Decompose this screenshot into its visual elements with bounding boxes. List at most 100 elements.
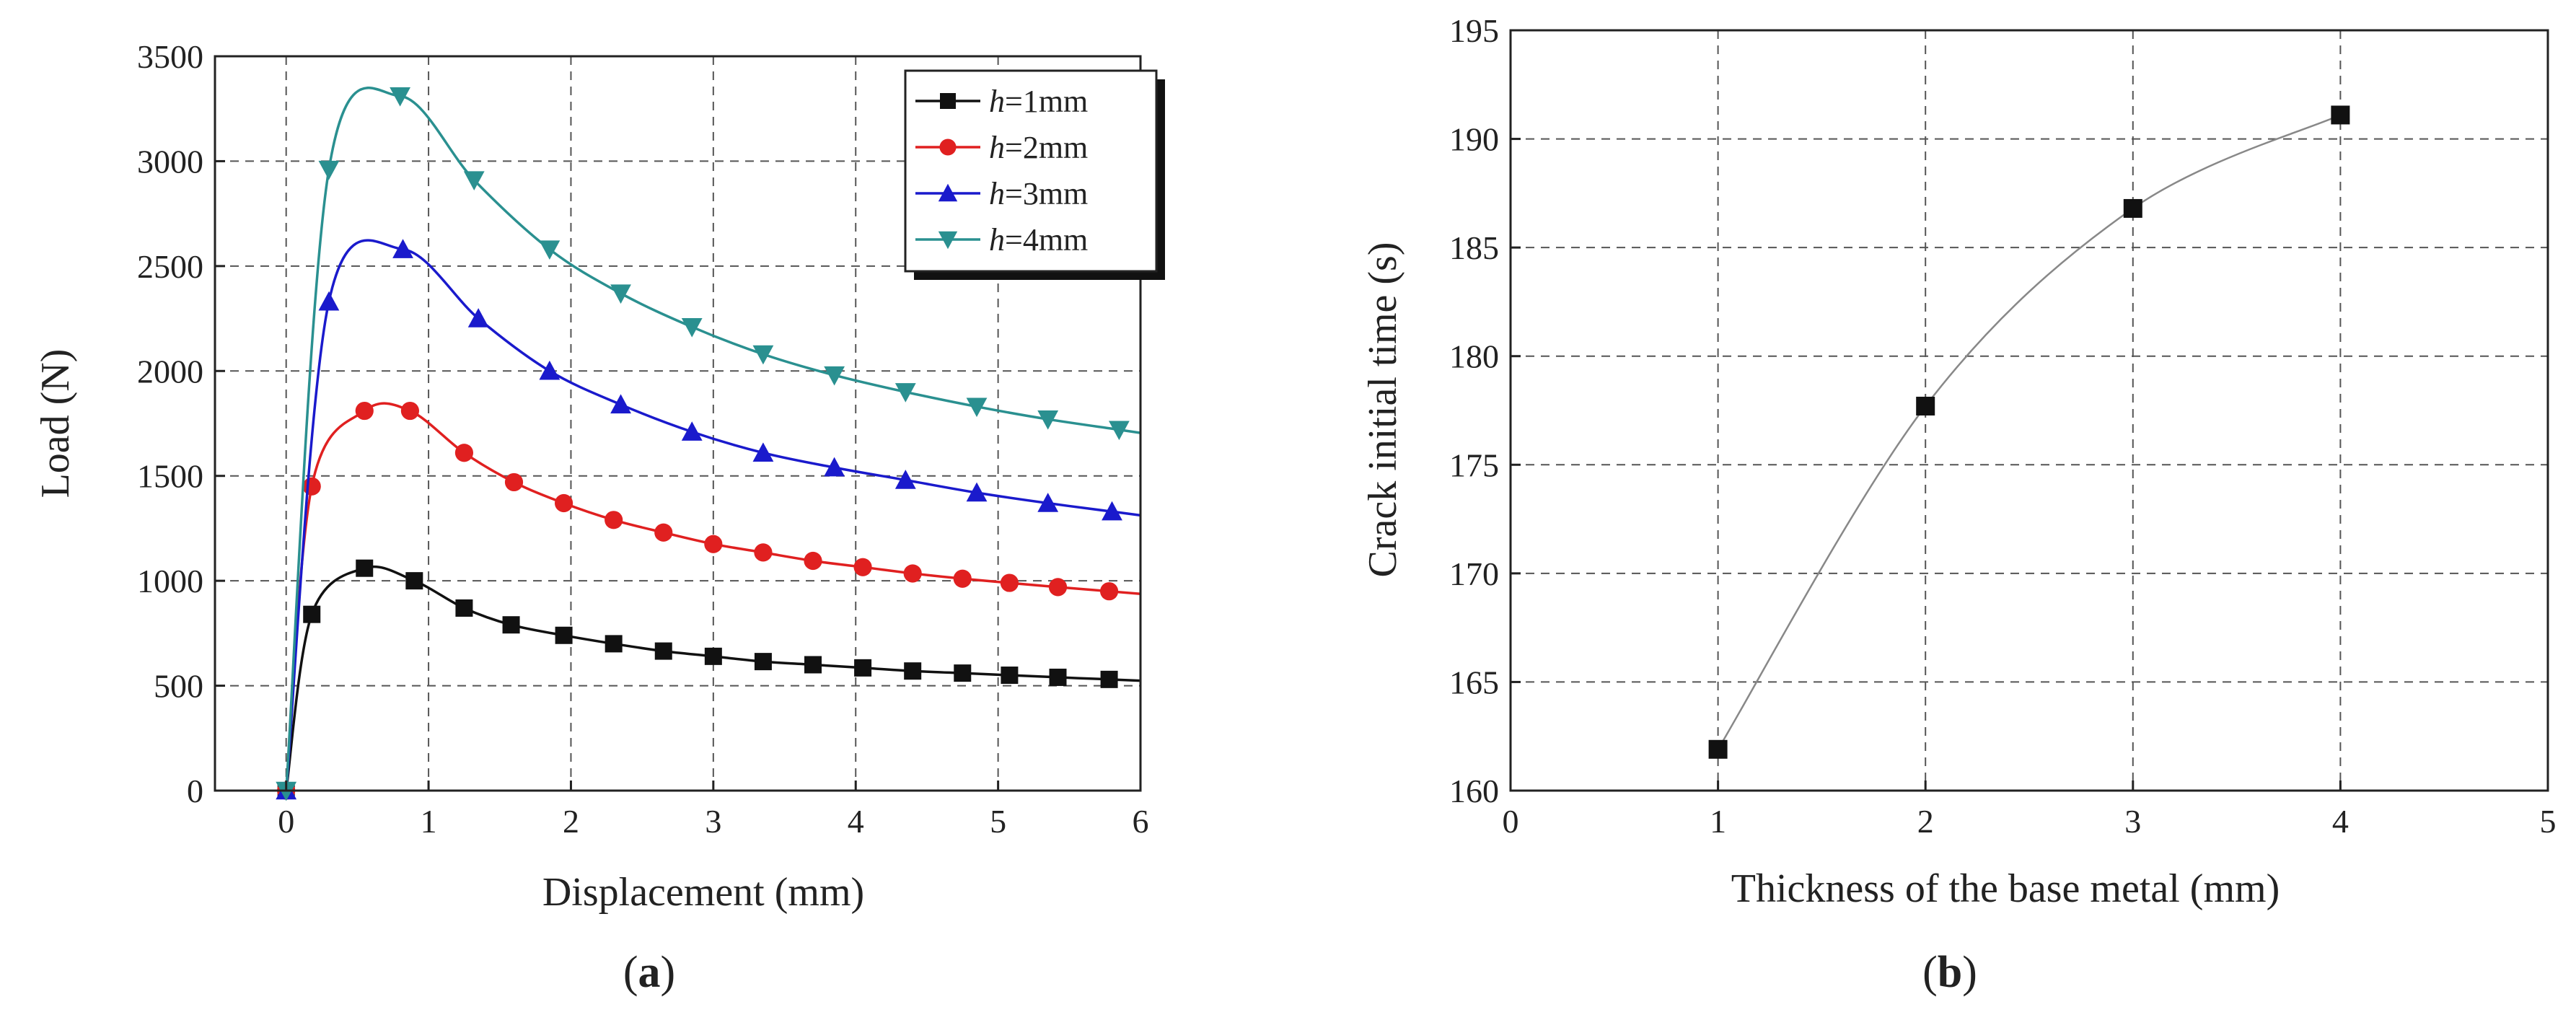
legend-marker-1: [939, 139, 957, 156]
a-series-2-point: [752, 442, 774, 462]
chart-b-xlabel: Thickness of the base metal (mm): [1731, 866, 2280, 911]
legend-label-rest: =1mm: [1005, 84, 1088, 119]
legend-label-2: h=3mm: [989, 176, 1088, 211]
b-xtick-label: 1: [1710, 803, 1726, 840]
a-series-1-point: [1000, 573, 1019, 592]
b-ytick-label: 185: [1449, 229, 1499, 266]
a-series-3-point: [610, 284, 631, 304]
b-series-0-line: [1717, 114, 2341, 750]
a-xtick-label: 2: [563, 803, 579, 840]
a-series-1-point: [654, 523, 673, 542]
a-series-3-point: [681, 317, 703, 338]
a-series-2-point: [1037, 493, 1059, 512]
a-ytick-label: 1000: [137, 563, 203, 599]
panel-b-label-close: ): [1962, 948, 1977, 997]
a-series-1-point: [605, 511, 623, 529]
legend-marker-0: [940, 93, 956, 109]
a-series-1-point: [1099, 582, 1119, 601]
panel-b-label-letter: b: [1938, 948, 1962, 997]
chart-a-ylabel: Load (N): [33, 349, 78, 498]
a-ytick-label: 2500: [137, 248, 203, 285]
b-xtick-label: 3: [2124, 803, 2141, 840]
a-series-0-point: [455, 599, 473, 617]
legend-marker-2: [938, 183, 958, 202]
a-ytick-label: 3500: [137, 38, 203, 75]
b-series-0-point: [2123, 198, 2142, 218]
chart-a-ticks: 0 1 2 3 4 5 6 0 500 1000 1500 2000 2500 3000 3500: [137, 38, 1149, 840]
a-series-0-point: [804, 656, 822, 674]
a-xtick-label: 1: [421, 803, 437, 840]
a-ytick-label: 0: [187, 773, 203, 809]
panel-a-label-open: (: [623, 948, 638, 997]
a-series-2-point: [318, 291, 340, 311]
a-series-2-point: [681, 421, 703, 441]
a-series-0-point: [854, 659, 872, 677]
panel-b-label-open: (: [1922, 948, 1938, 997]
panel-a-label-close: ): [661, 948, 676, 997]
a-series-3-point: [752, 345, 774, 365]
a-ytick-label: 3000: [137, 143, 203, 180]
a-ytick-label: 2000: [137, 353, 203, 390]
a-series-1-point: [1048, 578, 1068, 597]
b-ytick-label: 180: [1449, 338, 1499, 375]
chart-b-ticks: 0 1 2 3 4 5 160 165 170 175 180 185 190 195: [1449, 12, 2557, 840]
b-ytick-label: 195: [1449, 12, 1499, 49]
b-xtick-label: 2: [1917, 803, 1934, 840]
a-series-3-point: [463, 171, 485, 191]
a-series-0-point: [1049, 668, 1067, 686]
panel-a-label-letter: a: [638, 948, 661, 997]
a-series-2-point: [894, 470, 916, 489]
a-series-0-point: [405, 572, 423, 590]
chart-a: 0 1 2 3 4 5 6 0 500 1000 1500 2000 2500 3000 3500 Load…: [33, 38, 1165, 997]
a-xtick-label: 3: [705, 803, 721, 840]
a-series-2-point: [824, 457, 845, 477]
a-series-3-point: [390, 87, 410, 107]
a-series-2-point: [539, 360, 561, 380]
chart-b-grid: [1511, 30, 2548, 791]
a-xtick-label: 0: [278, 803, 294, 840]
a-series-0-point: [654, 642, 672, 660]
a-series-0-point: [303, 605, 321, 623]
b-ytick-label: 175: [1449, 447, 1499, 483]
a-xtick-label: 6: [1133, 803, 1149, 840]
b-series-0-point: [1916, 396, 1935, 416]
chart-b-plot-frame: [1509, 29, 2549, 792]
legend-marker-3: [938, 231, 958, 250]
b-xtick-label: 0: [1503, 803, 1519, 840]
a-series-2-point: [467, 308, 489, 327]
legend-label-rest: =2mm: [1005, 130, 1088, 165]
a-xtick-label: 4: [848, 803, 864, 840]
a-series-1-point: [903, 564, 922, 583]
b-series-0-point: [1708, 739, 1728, 759]
legend-label-rest: =3mm: [1005, 176, 1088, 211]
chart-b-series: [1708, 105, 2350, 759]
legend-label-3: h=4mm: [989, 222, 1088, 258]
b-ytick-label: 170: [1449, 555, 1499, 592]
a-series-1-point: [554, 493, 573, 513]
a-ytick-label: 500: [154, 668, 203, 705]
a-series-3-point: [1037, 410, 1059, 430]
a-series-3-point: [318, 160, 340, 180]
a-series-2-point: [610, 394, 631, 414]
legend-label-0: h=1mm: [989, 84, 1088, 119]
a-series-3-point: [966, 397, 988, 418]
legend-label-var: h: [989, 84, 1005, 119]
a-series-0-point: [954, 664, 972, 682]
a-series-0-point: [904, 662, 922, 680]
a-series-1-point: [704, 535, 723, 553]
legend-label-var: h: [989, 130, 1005, 165]
b-ytick-label: 165: [1449, 664, 1499, 700]
b-xtick-label: 4: [2332, 803, 2349, 840]
legend-label-var: h: [989, 176, 1005, 211]
a-series-1-point: [454, 444, 474, 462]
a-series-0-point: [1001, 667, 1019, 685]
panel-a-label: (a): [623, 948, 675, 997]
chart-a-plot-frame: [214, 55, 1142, 792]
a-series-3-point: [1108, 421, 1130, 441]
a-series-1-point: [804, 551, 822, 571]
a-ytick-label: 1500: [137, 458, 203, 495]
a-series-0-point: [605, 635, 623, 653]
chart-b: 0 1 2 3 4 5 160 165 170 175 180 185 190 195 Crack ini…: [1360, 12, 2557, 997]
